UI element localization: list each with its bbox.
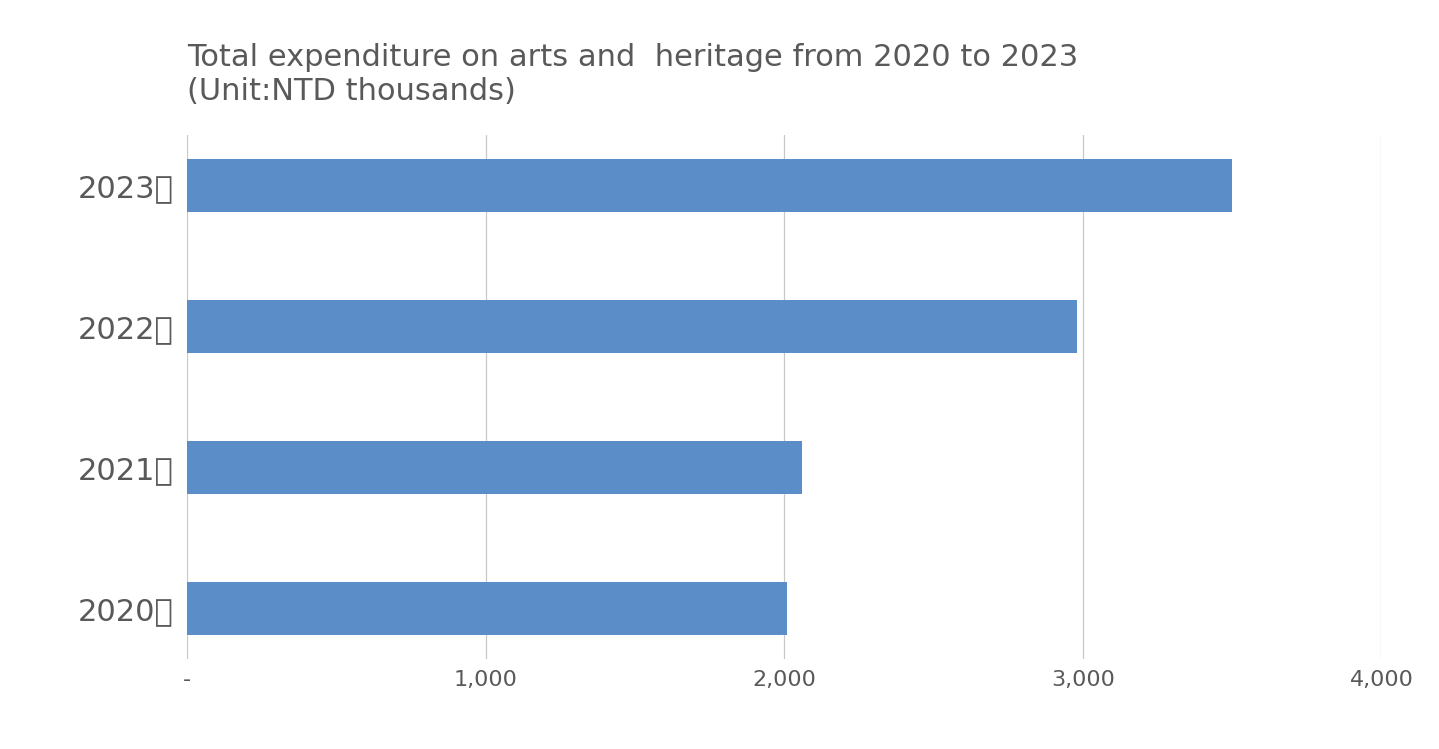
Bar xyxy=(187,440,802,494)
Bar xyxy=(187,300,1076,354)
Text: Total expenditure on arts and  heritage from 2020 to 2023
(Unit:NTD thousands): Total expenditure on arts and heritage f… xyxy=(187,43,1078,106)
Bar xyxy=(187,582,787,635)
Bar xyxy=(187,159,1232,212)
